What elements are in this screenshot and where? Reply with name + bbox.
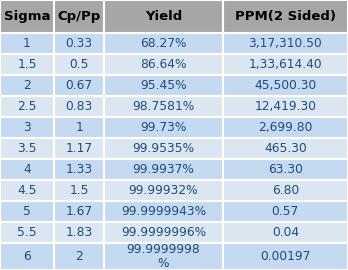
Bar: [104, 0, 223, 33]
Text: 0.5: 0.5: [69, 58, 89, 71]
Text: 4.5: 4.5: [17, 184, 37, 197]
Text: 3: 3: [23, 121, 31, 134]
Bar: [104, 159, 223, 180]
Text: 63.30: 63.30: [268, 163, 303, 176]
Bar: [54, 75, 104, 96]
Bar: [104, 243, 223, 270]
Text: 5.5: 5.5: [17, 226, 37, 239]
Bar: [223, 243, 348, 270]
Text: 0.67: 0.67: [66, 79, 93, 92]
Bar: [0, 159, 54, 180]
Text: 99.9937%: 99.9937%: [133, 163, 195, 176]
Text: 99.99932%: 99.99932%: [129, 184, 198, 197]
Text: 99.9999998
%: 99.9999998 %: [127, 243, 200, 270]
Text: 1.67: 1.67: [66, 205, 93, 218]
Bar: [223, 138, 348, 159]
Text: 1: 1: [23, 37, 31, 50]
Text: 0.33: 0.33: [66, 37, 93, 50]
Bar: [223, 33, 348, 54]
Bar: [0, 75, 54, 96]
Text: 1.17: 1.17: [66, 142, 93, 155]
Bar: [223, 180, 348, 201]
Text: 6.80: 6.80: [272, 184, 299, 197]
Text: 1.33: 1.33: [66, 163, 93, 176]
Bar: [223, 159, 348, 180]
Bar: [104, 117, 223, 138]
Bar: [54, 138, 104, 159]
Text: 1.83: 1.83: [65, 226, 93, 239]
Bar: [223, 117, 348, 138]
Bar: [54, 180, 104, 201]
Bar: [104, 222, 223, 243]
Text: 6: 6: [23, 250, 31, 263]
Bar: [104, 75, 223, 96]
Text: 0.00197: 0.00197: [260, 250, 310, 263]
Text: 3,17,310.50: 3,17,310.50: [248, 37, 322, 50]
Bar: [54, 159, 104, 180]
Bar: [0, 222, 54, 243]
Text: 98.7581%: 98.7581%: [133, 100, 195, 113]
Bar: [104, 138, 223, 159]
Text: 2: 2: [23, 79, 31, 92]
Text: PPM(2 Sided): PPM(2 Sided): [235, 10, 336, 23]
Bar: [223, 96, 348, 117]
Text: 1.5: 1.5: [69, 184, 89, 197]
Text: 0.57: 0.57: [272, 205, 299, 218]
Bar: [54, 96, 104, 117]
Bar: [0, 117, 54, 138]
Bar: [0, 0, 54, 33]
Text: 1,33,614.40: 1,33,614.40: [248, 58, 322, 71]
Bar: [104, 201, 223, 222]
Bar: [223, 0, 348, 33]
Bar: [0, 33, 54, 54]
Bar: [104, 33, 223, 54]
Bar: [223, 201, 348, 222]
Text: 95.45%: 95.45%: [140, 79, 187, 92]
Text: Cp/Pp: Cp/Pp: [57, 10, 101, 23]
Bar: [0, 243, 54, 270]
Bar: [0, 201, 54, 222]
Text: 12,419.30: 12,419.30: [254, 100, 316, 113]
Bar: [54, 0, 104, 33]
Bar: [104, 180, 223, 201]
Text: 99.9999996%: 99.9999996%: [121, 226, 206, 239]
Text: 465.30: 465.30: [264, 142, 307, 155]
Text: 99.9999943%: 99.9999943%: [121, 205, 206, 218]
Text: 3.5: 3.5: [17, 142, 37, 155]
Bar: [223, 75, 348, 96]
Bar: [54, 117, 104, 138]
Text: 5: 5: [23, 205, 31, 218]
Text: 2,699.80: 2,699.80: [258, 121, 313, 134]
Bar: [104, 54, 223, 75]
Bar: [104, 96, 223, 117]
Bar: [0, 96, 54, 117]
Text: 0.83: 0.83: [65, 100, 93, 113]
Text: 1: 1: [75, 121, 83, 134]
Bar: [54, 33, 104, 54]
Text: 2.5: 2.5: [17, 100, 37, 113]
Bar: [54, 222, 104, 243]
Text: 45,500.30: 45,500.30: [254, 79, 316, 92]
Text: 0.04: 0.04: [272, 226, 299, 239]
Text: Sigma: Sigma: [4, 10, 50, 23]
Text: 99.73%: 99.73%: [140, 121, 187, 134]
Text: 2: 2: [75, 250, 83, 263]
Bar: [0, 180, 54, 201]
Bar: [54, 54, 104, 75]
Bar: [54, 201, 104, 222]
Text: 68.27%: 68.27%: [140, 37, 187, 50]
Bar: [0, 54, 54, 75]
Text: 1.5: 1.5: [17, 58, 37, 71]
Text: 86.64%: 86.64%: [140, 58, 187, 71]
Text: Yield: Yield: [145, 10, 182, 23]
Bar: [0, 138, 54, 159]
Bar: [223, 54, 348, 75]
Text: 99.9535%: 99.9535%: [133, 142, 195, 155]
Bar: [54, 243, 104, 270]
Bar: [223, 222, 348, 243]
Text: 4: 4: [23, 163, 31, 176]
